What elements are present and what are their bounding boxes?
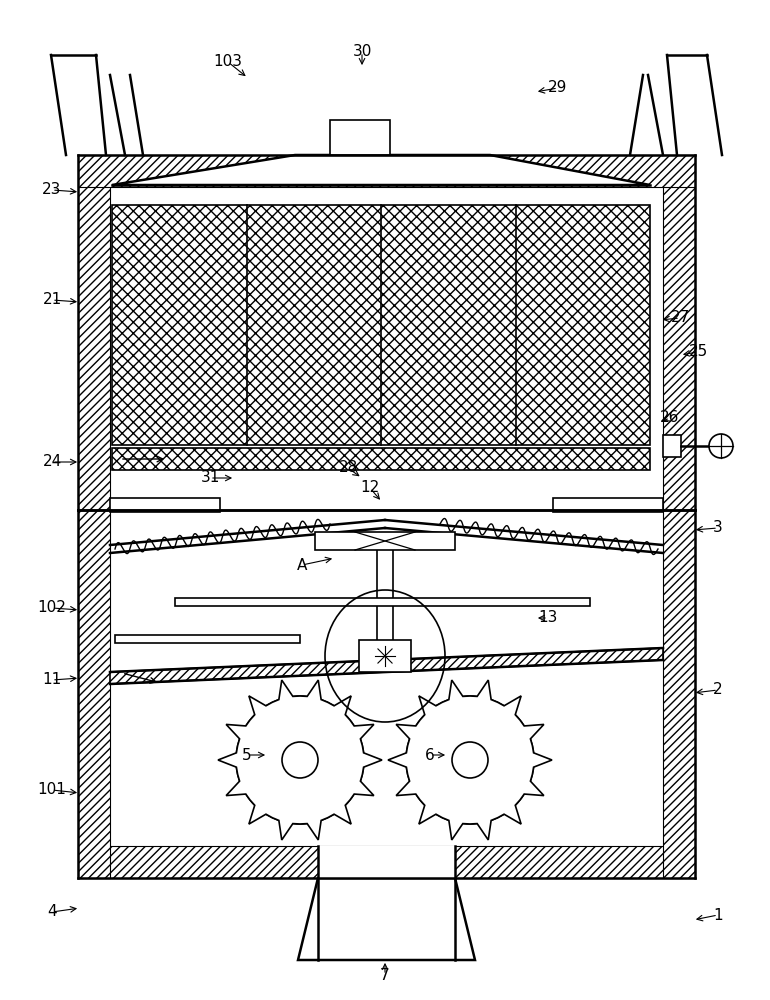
Polygon shape bbox=[78, 510, 110, 878]
Bar bbox=[110, 498, 220, 512]
Polygon shape bbox=[663, 155, 695, 510]
Circle shape bbox=[236, 696, 364, 824]
Text: 2: 2 bbox=[713, 682, 723, 698]
Polygon shape bbox=[78, 155, 695, 187]
Circle shape bbox=[282, 742, 318, 778]
Bar bbox=[175, 598, 590, 606]
Text: 6: 6 bbox=[425, 748, 435, 762]
Text: 11: 11 bbox=[42, 672, 62, 688]
Text: 12: 12 bbox=[360, 481, 380, 495]
Bar bbox=[663, 435, 681, 457]
Bar bbox=[112, 448, 650, 470]
Text: 5: 5 bbox=[243, 748, 252, 762]
Bar bbox=[112, 205, 650, 445]
Polygon shape bbox=[388, 680, 552, 840]
Text: 101: 101 bbox=[38, 782, 66, 798]
Bar bbox=[553, 498, 663, 512]
Polygon shape bbox=[218, 680, 382, 840]
Text: 1: 1 bbox=[713, 908, 723, 922]
Polygon shape bbox=[110, 648, 663, 684]
Bar bbox=[359, 640, 411, 672]
Text: 30: 30 bbox=[353, 44, 372, 60]
Text: 3: 3 bbox=[713, 520, 723, 536]
Text: 21: 21 bbox=[42, 292, 62, 308]
Polygon shape bbox=[78, 155, 110, 510]
Text: 13: 13 bbox=[538, 610, 557, 626]
Text: 25: 25 bbox=[688, 344, 708, 360]
Text: A: A bbox=[296, 558, 307, 572]
Text: 7: 7 bbox=[380, 968, 390, 982]
Text: 28: 28 bbox=[338, 460, 357, 476]
Text: 102: 102 bbox=[38, 600, 66, 615]
Polygon shape bbox=[78, 846, 695, 878]
Polygon shape bbox=[298, 878, 475, 960]
Bar bbox=[330, 120, 390, 155]
Text: 23: 23 bbox=[42, 182, 62, 198]
Polygon shape bbox=[663, 510, 695, 878]
Polygon shape bbox=[112, 155, 650, 185]
Bar bbox=[318, 846, 455, 878]
Circle shape bbox=[406, 696, 534, 824]
Bar bbox=[377, 542, 393, 672]
Text: 29: 29 bbox=[548, 81, 567, 96]
Text: 103: 103 bbox=[213, 54, 243, 70]
Text: 31: 31 bbox=[200, 471, 219, 486]
Text: 26: 26 bbox=[661, 410, 680, 426]
Text: 24: 24 bbox=[42, 454, 62, 470]
Bar bbox=[115, 635, 300, 643]
Circle shape bbox=[452, 742, 488, 778]
Circle shape bbox=[709, 434, 733, 458]
Text: 4: 4 bbox=[47, 904, 57, 920]
Bar bbox=[315, 532, 455, 550]
Text: 27: 27 bbox=[671, 310, 690, 326]
